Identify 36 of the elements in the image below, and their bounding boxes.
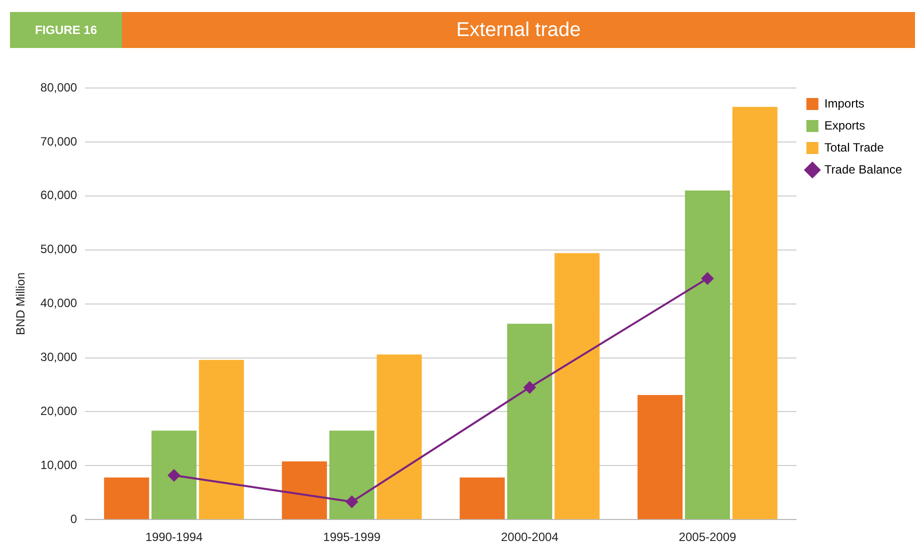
chart-title: External trade (455, 18, 582, 43)
x-tick-label: 2005-2009 (678, 530, 737, 544)
bar (151, 430, 197, 520)
bar (638, 394, 683, 520)
point (701, 272, 714, 284)
bar (507, 324, 552, 520)
point (524, 381, 536, 394)
legend-label: Trade Balance (824, 162, 902, 176)
y-tick-label: 80,000 (40, 80, 78, 94)
legend-label: Imports (824, 96, 864, 110)
y-tick-label: 30,000 (40, 350, 78, 364)
legend-label: Total Trade (824, 140, 884, 154)
y-tick-label: 20,000 (40, 404, 78, 418)
bar (198, 360, 244, 520)
y-tick-label: 10,000 (40, 458, 78, 472)
y-tick-label: 40,000 (40, 296, 78, 310)
y-axis-title: BND Million (14, 272, 28, 336)
x-tick-label: 2000-2004 (500, 530, 559, 544)
bar (684, 190, 730, 520)
x-tick-label: 1995-1999 (323, 530, 381, 544)
bar (732, 106, 778, 520)
y-tick-label: 70,000 (40, 134, 78, 148)
x-tick-label: 1990-1994 (145, 530, 204, 544)
bar (282, 461, 327, 520)
legend-label: Exports (824, 118, 866, 132)
y-tick-label: 0 (70, 512, 78, 526)
bar (460, 478, 505, 520)
bar (554, 253, 600, 520)
point (168, 469, 180, 482)
bar (104, 478, 150, 520)
bar (376, 354, 422, 520)
bar (329, 430, 374, 520)
y-tick-label: 50,000 (40, 242, 78, 256)
point (346, 496, 358, 508)
y-tick-label: 60,000 (40, 188, 78, 202)
caption: FIGURE 16 (10, 12, 122, 48)
